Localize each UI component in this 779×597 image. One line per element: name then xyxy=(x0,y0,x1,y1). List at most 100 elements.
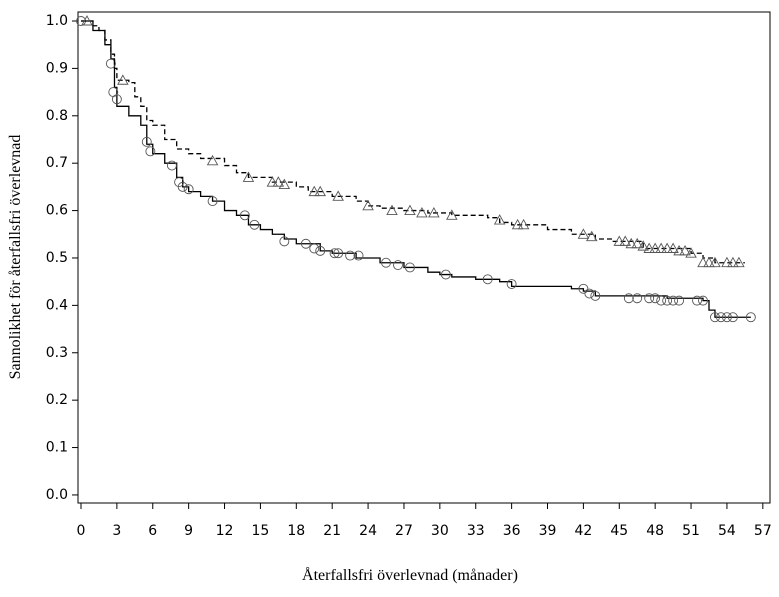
x-tick-label: 0 xyxy=(77,523,86,539)
censor-mark xyxy=(315,245,326,256)
y-tick-label: 0.2 xyxy=(46,392,68,408)
x-tick-label: 27 xyxy=(395,523,413,539)
censor-mark xyxy=(644,293,655,304)
censor-mark xyxy=(239,210,250,221)
censor-mark xyxy=(482,274,493,285)
y-tick-label: 1.0 xyxy=(46,13,68,29)
censor-mark xyxy=(661,242,673,253)
censor-mark xyxy=(710,312,720,323)
censor-mark xyxy=(643,242,655,253)
x-tick-label: 51 xyxy=(682,523,700,539)
censor-mark xyxy=(272,176,285,187)
censor-mark xyxy=(117,74,129,85)
x-tick-label: 24 xyxy=(359,523,377,539)
censor-mark xyxy=(631,237,643,249)
survival-curve xyxy=(80,20,745,264)
censor-mark xyxy=(105,58,116,69)
y-tick-label: 0.6 xyxy=(46,203,68,219)
x-tick-label: 36 xyxy=(503,523,521,539)
censor-mark xyxy=(353,250,364,261)
censor-mark xyxy=(329,248,340,259)
censor-mark xyxy=(309,243,320,254)
y-tick-label: 0.8 xyxy=(46,108,68,124)
censor-mark xyxy=(703,256,715,268)
x-tick-label: 57 xyxy=(754,523,772,539)
censor-mark xyxy=(440,269,451,280)
censor-mark xyxy=(649,242,661,253)
censor-mark xyxy=(493,214,506,225)
y-tick-label: 0.0 xyxy=(46,487,68,503)
censor-mark xyxy=(206,154,219,166)
censor-mark xyxy=(386,204,398,216)
x-tick-label: 9 xyxy=(184,523,193,539)
censor-mark xyxy=(578,283,589,294)
censor-mark xyxy=(81,15,93,26)
censor-mark xyxy=(637,240,649,251)
censor-mark xyxy=(692,295,702,306)
x-tick-label: 54 xyxy=(718,523,736,539)
x-tick-label: 30 xyxy=(431,523,449,539)
censor-mark xyxy=(656,295,667,306)
censor-mark xyxy=(314,185,326,197)
censor-mark xyxy=(727,312,738,323)
censor-mark xyxy=(673,244,685,256)
censor-mark xyxy=(506,279,517,289)
censor-mark xyxy=(745,312,756,323)
x-axis-title: Återfallsfri överlevnad (månader) xyxy=(302,566,518,584)
censor-mark xyxy=(249,219,260,230)
x-tick-label: 48 xyxy=(646,523,664,539)
censor-mark xyxy=(721,312,732,323)
y-tick-label: 0.4 xyxy=(46,297,68,313)
censor-mark xyxy=(584,288,595,299)
censor-mark xyxy=(362,199,374,211)
censor-mark xyxy=(650,293,661,304)
x-tick-label: 42 xyxy=(574,523,592,539)
x-tick-label: 39 xyxy=(539,523,557,539)
censor-mark xyxy=(511,218,524,230)
censor-mark xyxy=(625,237,638,249)
censor-mark xyxy=(668,295,679,306)
censor-mark xyxy=(278,178,291,189)
x-tick-label: 6 xyxy=(148,523,157,539)
survival-curve xyxy=(80,20,751,318)
censor-mark xyxy=(619,235,632,246)
y-tick-label: 0.1 xyxy=(46,440,68,456)
censor-mark xyxy=(667,242,679,253)
censor-mark xyxy=(279,236,290,247)
x-tick-label: 15 xyxy=(252,523,270,539)
censor-mark xyxy=(393,260,403,271)
y-tick-label: 0.9 xyxy=(46,60,68,76)
censor-mark xyxy=(623,293,634,304)
y-tick-label: 0.5 xyxy=(46,250,68,266)
censor-mark xyxy=(586,230,598,242)
x-tick-label: 3 xyxy=(112,523,121,539)
x-tick-label: 21 xyxy=(323,523,341,539)
y-tick-label: 0.3 xyxy=(46,345,68,361)
censor-mark xyxy=(716,312,726,323)
censor-mark xyxy=(308,185,321,197)
censor-mark xyxy=(145,146,156,157)
censor-mark xyxy=(590,290,601,301)
censor-mark xyxy=(333,248,344,259)
censor-mark xyxy=(662,295,673,306)
censor-mark xyxy=(674,295,685,306)
censor-mark xyxy=(721,256,733,268)
censor-mark xyxy=(577,228,590,239)
censor-mark xyxy=(727,256,739,268)
censor-mark xyxy=(685,247,697,258)
censor-mark xyxy=(111,94,122,105)
censor-mark xyxy=(446,209,458,220)
censor-mark xyxy=(709,256,721,268)
censor-mark xyxy=(416,207,428,218)
censor-mark xyxy=(404,204,416,216)
censor-mark xyxy=(300,238,311,249)
censor-mark xyxy=(345,250,356,261)
censor-mark xyxy=(242,171,255,182)
censor-mark xyxy=(207,196,218,207)
censor-mark xyxy=(141,136,152,147)
censor-mark xyxy=(428,207,440,218)
censor-mark xyxy=(404,262,415,273)
censor-mark xyxy=(166,160,177,171)
x-tick-label: 33 xyxy=(467,523,485,539)
